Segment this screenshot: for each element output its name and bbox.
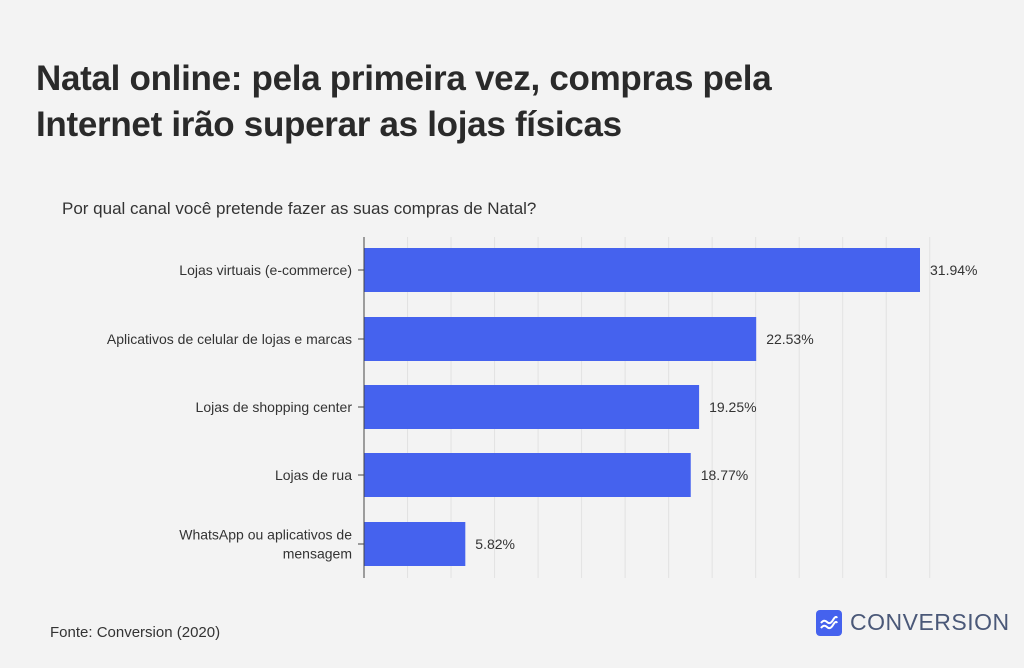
category-label: Aplicativos de celular de lojas e marcas [107, 331, 352, 347]
category-label: Lojas de shopping center [196, 399, 353, 415]
data-label: 19.25% [709, 399, 756, 415]
data-label: 5.82% [475, 536, 515, 552]
logo-text: CONVERSION [850, 609, 1010, 635]
data-label: 31.94% [930, 262, 977, 278]
category-label: WhatsApp ou aplicativos de mensagem [179, 527, 352, 562]
chart-title: Natal online: pela primeira vez, compras… [36, 56, 772, 148]
chart-subtitle: Por qual canal você pretende fazer as su… [62, 199, 537, 218]
title-line-1: Natal online: pela primeira vez, compras… [36, 59, 772, 98]
category-label: Lojas de rua [275, 467, 352, 483]
bar [364, 248, 920, 292]
chart-trend-icon [816, 609, 842, 636]
conversion-logo: CONVERSION [816, 609, 1010, 636]
bar [364, 522, 466, 566]
bar [364, 453, 691, 497]
source-note: Fonte: Conversion (2020) [50, 624, 221, 641]
data-label: 18.77% [701, 467, 748, 483]
bar [364, 317, 757, 361]
category-label: Lojas virtuais (e-commerce) [179, 262, 352, 278]
data-label: 22.53% [766, 331, 813, 347]
title-line-2: Internet irão superar as lojas físicas [36, 105, 622, 144]
bar [364, 385, 700, 429]
